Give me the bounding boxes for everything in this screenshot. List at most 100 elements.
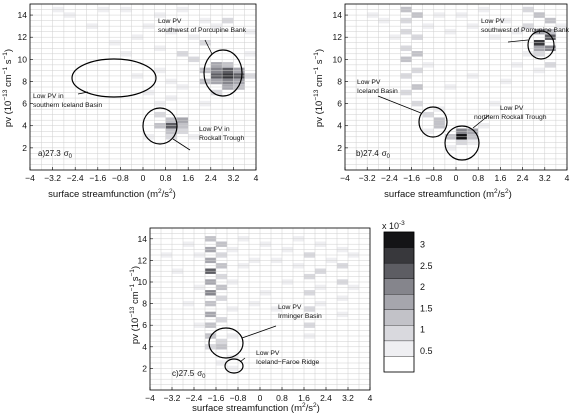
colorbar-swatch	[383, 294, 415, 310]
panel-b: −4 −3.2 −2.4 −1.6 −0.8 0 0.8 1.6 2.4 3.2…	[313, 3, 570, 200]
panel-a-tick-marks	[29, 14, 257, 170]
x-tick-label: −1.6	[89, 173, 106, 183]
x-tick-label: −2.4	[67, 173, 84, 183]
annotation-label: Low PV in Rockall Trough	[199, 126, 245, 142]
x-tick-label: −4	[340, 173, 350, 183]
panel-b-y-tick-labels: 2 4 6 8 10 12 14	[333, 10, 343, 153]
x-tick-label: 1.6	[494, 173, 506, 183]
annotation-label: Low PV southwest of Porcupine Bank	[481, 18, 570, 34]
annotation-circle	[203, 49, 243, 97]
colorbar-tick-label: 3	[420, 240, 425, 250]
colorbar-exponent-label: x 10-3	[382, 220, 405, 231]
y-tick-label: 14	[138, 234, 148, 244]
colorbar-swatch	[383, 340, 415, 357]
colorbar-swatch	[383, 325, 415, 342]
colorbar-swatch	[383, 247, 415, 264]
panel-label: c)27.5 σ0	[172, 369, 206, 380]
colorbar-swatch	[383, 231, 415, 248]
x-tick-label: −3.2	[44, 173, 61, 183]
x-tick-label: −0.8	[230, 393, 247, 403]
y-tick-label: 2	[22, 143, 27, 153]
x-tick-label: 0	[454, 173, 459, 183]
x-tick-label: 2.4	[517, 173, 529, 183]
colorbar-tick-label: 0.5	[420, 346, 433, 356]
x-tick-label: 0.8	[472, 173, 484, 183]
colorbar-swatch	[383, 356, 415, 373]
annotation-leader	[507, 39, 529, 43]
y-tick-label: 8	[142, 299, 147, 309]
y-tick-label: 10	[333, 54, 343, 64]
x-tick-label: 0	[141, 173, 146, 183]
x-tick-label: 3.2	[539, 173, 551, 183]
y-axis-label: pv (10−13 cm−1 s−1)	[129, 266, 141, 344]
x-axis-label: surface streamfunction (m2/s2)	[48, 188, 176, 200]
colorbar-swatch	[383, 309, 415, 326]
x-tick-label: 0.8	[276, 393, 288, 403]
y-tick-label: 10	[18, 54, 28, 64]
annotation-leader	[204, 39, 213, 55]
annotation-label: Low PV northern Rockall Trough	[474, 105, 547, 121]
y-axis-label: pv (10−13 cm−1 s−1)	[2, 49, 14, 127]
x-tick-label: 4	[368, 393, 373, 403]
annotation-leader	[472, 114, 490, 129]
panel-b-tick-marks	[344, 14, 568, 170]
x-tick-label: 2.4	[205, 173, 217, 183]
annotation-circle	[224, 358, 244, 374]
colorbar-tick-label: 2	[420, 282, 425, 292]
annotation-circle	[208, 327, 244, 359]
annotation-leader	[77, 91, 89, 95]
colorbar-tick-label: 1	[420, 325, 425, 335]
y-tick-label: 6	[142, 320, 147, 330]
y-tick-label: 12	[333, 32, 343, 42]
x-tick-label: −1.6	[403, 173, 420, 183]
colorbar-swatch	[383, 262, 415, 279]
y-tick-label: 6	[337, 99, 342, 109]
annotation-circle	[527, 30, 555, 60]
y-tick-label: 8	[22, 76, 27, 86]
colorbar-tick-label: 1.5	[420, 303, 433, 313]
x-tick-label: 0.8	[160, 173, 172, 183]
colorbar: x 10-3 3 2.5 2 1.5 1 0.5	[382, 220, 433, 373]
y-tick-label: 2	[142, 363, 147, 373]
x-tick-label: −4	[25, 173, 35, 183]
y-tick-label: 14	[18, 10, 28, 20]
x-axis-label: surface streamfunction (m2/s2)	[192, 402, 320, 414]
annotation-label: Low PV in southern Iceland Basin	[33, 93, 102, 109]
panel-c: −4 −3.2 −2.4 −1.6 −0.8 0 0.8 1.6 2.4 3.2…	[129, 227, 373, 414]
colorbar-swatch	[383, 278, 415, 295]
annotation-leader	[239, 357, 246, 363]
panel-a: −4 −3.2 −2.4 −1.6 −0.8 0 0.8 1.6 2.4 3.2…	[2, 3, 259, 200]
x-tick-label: −3.2	[359, 173, 376, 183]
annotation-label: Low PV Irminger Basin	[278, 304, 322, 320]
x-tick-label: −2.4	[186, 393, 203, 403]
y-tick-label: 4	[337, 121, 342, 131]
y-tick-label: 6	[22, 99, 27, 109]
y-tick-label: 10	[138, 277, 148, 287]
panel-label: a)27.3 σ0	[38, 149, 73, 160]
x-tick-label: 0	[258, 393, 263, 403]
x-tick-label: 3.2	[227, 173, 239, 183]
panel-a-x-tick-labels: −4 −3.2 −2.4 −1.6 −0.8 0 0.8 1.6 2.4 3.2…	[25, 173, 258, 183]
annotation-circle	[418, 106, 448, 138]
x-tick-label: 4	[254, 173, 259, 183]
x-tick-label: −2.4	[381, 173, 398, 183]
annotation-label: Low PV southwest of Porcupine Bank	[158, 18, 247, 34]
x-axis-label: surface streamfunction (m2/s2)	[384, 188, 512, 200]
panel-b-grid	[344, 3, 568, 171]
panel-c-y-tick-labels: 2 4 6 8 10 12 14	[138, 234, 148, 374]
annotation-circle	[444, 125, 480, 161]
y-tick-label: 8	[337, 76, 342, 86]
y-tick-label: 2	[337, 143, 342, 153]
y-axis-label: pv (10−13 cm−1 s−1)	[313, 49, 325, 127]
x-tick-label: −4	[145, 393, 155, 403]
colorbar-tick-label: 2.5	[420, 261, 433, 271]
x-tick-label: −0.8	[112, 173, 129, 183]
colorbar-swatches	[383, 231, 415, 373]
y-tick-label: 12	[18, 32, 28, 42]
panel-a-y-tick-labels: 2 4 6 8 10 12 14	[18, 10, 28, 153]
panel-c-tick-marks	[149, 238, 371, 390]
x-tick-label: −3.2	[164, 393, 181, 403]
annotation-label: Low PV Iceland−Faroe Ridge	[256, 350, 320, 366]
x-tick-label: 3.2	[342, 393, 354, 403]
